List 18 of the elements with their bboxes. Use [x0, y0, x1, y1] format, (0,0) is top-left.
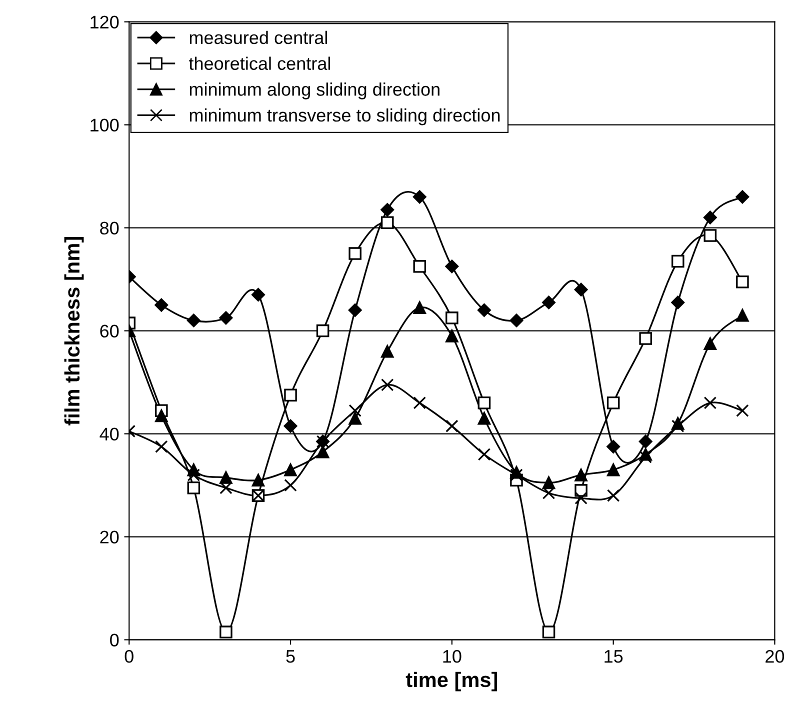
y-tick-label: 120	[90, 16, 119, 29]
x-tick-label: 5	[286, 650, 295, 663]
legend-label: minimum transverse to sliding direction	[190, 108, 500, 126]
y-tick-label: 40	[100, 428, 119, 440]
y-tick-label: 0	[110, 634, 119, 646]
x-axis-title: time [ms]	[406, 672, 498, 692]
y-tick-label: 60	[100, 324, 119, 338]
legend-label: theoretical central	[188, 56, 330, 70]
x-tick-label: 15	[604, 650, 623, 663]
legend-label: measured central	[190, 30, 327, 44]
y-axis-title: film thickness [nm]	[64, 237, 84, 426]
y-tick-label: 20	[100, 530, 119, 544]
x-tick-label: 20	[766, 650, 784, 663]
x-tick-label: 0	[124, 650, 134, 663]
legend-label: minimum along sliding direction	[190, 82, 440, 100]
y-tick-label: 80	[100, 222, 119, 235]
x-tick-label: 10	[443, 650, 462, 663]
y-tick-label: 100	[90, 118, 119, 132]
